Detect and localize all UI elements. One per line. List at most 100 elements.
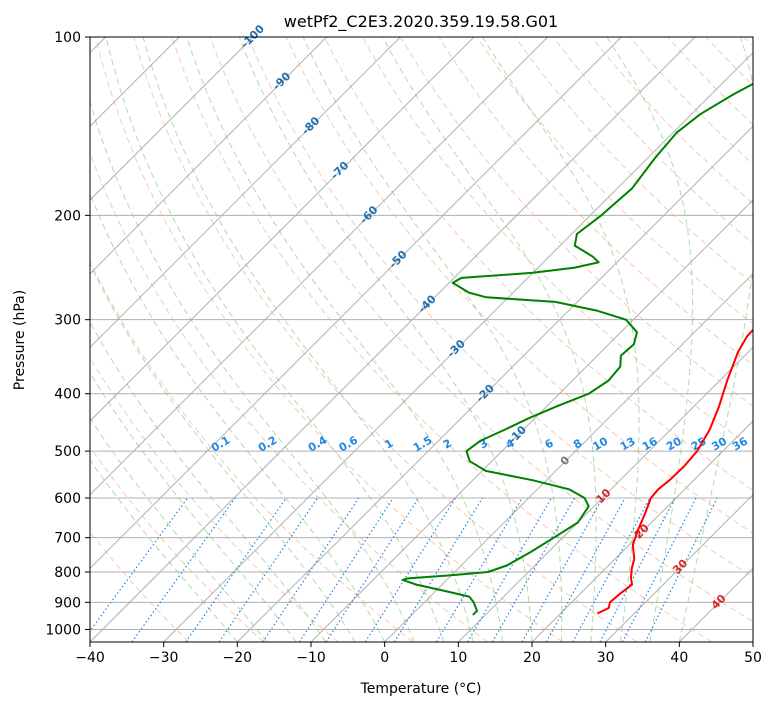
mixing-ratio-label: 6 bbox=[543, 436, 556, 451]
x-tick-label: 40 bbox=[670, 650, 688, 666]
isotherm-line bbox=[90, 37, 622, 570]
y-tick-label: 300 bbox=[54, 313, 81, 329]
moist-adiabat-line bbox=[90, 262, 356, 642]
mixing-ratio-line bbox=[572, 497, 651, 642]
isotherm-label: -20 bbox=[474, 381, 497, 404]
dry-adiabat-line bbox=[514, 37, 753, 285]
dry-adiabat-line bbox=[90, 260, 414, 642]
mixing-ratio-label: 2 bbox=[441, 437, 454, 452]
y-tick-label: 900 bbox=[54, 595, 81, 611]
y-tick-label: 1000 bbox=[45, 622, 81, 638]
isotherm-line bbox=[90, 37, 254, 201]
mixing-ratio-line bbox=[185, 497, 287, 642]
y-tick-label: 600 bbox=[54, 491, 81, 507]
line-labels: 0.1 0.2 0.4 0.6 1 1.5 2 3 4 6 8 10 13 16 20 25 30 36-100-… bbox=[209, 22, 750, 612]
moist-adiabat-line bbox=[90, 321, 327, 642]
moist-adiabat-line bbox=[90, 459, 238, 642]
x-tick-label: −10 bbox=[296, 650, 326, 666]
moist-adiabat-line bbox=[90, 192, 386, 642]
moist-adiabat-line bbox=[678, 37, 753, 642]
isotherm-line bbox=[90, 37, 328, 275]
x-tick-label: −20 bbox=[223, 650, 253, 666]
x-tick-label: −40 bbox=[75, 650, 105, 666]
dry-adiabat-line bbox=[133, 37, 638, 642]
moist-adiabat-line bbox=[382, 37, 597, 642]
dry-adiabat-line bbox=[476, 37, 753, 325]
moist-adiabat-line bbox=[105, 37, 445, 642]
mixing-ratio-line bbox=[131, 497, 236, 642]
x-tick-label: 50 bbox=[744, 650, 762, 666]
dry-adiabat-line bbox=[171, 37, 712, 642]
mixing-ratio-line bbox=[599, 497, 676, 642]
dry-adiabat-line bbox=[90, 151, 488, 642]
mixing-ratio-line bbox=[364, 497, 456, 642]
mixing-ratio-line bbox=[393, 497, 484, 642]
dry-adiabat-line bbox=[285, 37, 753, 535]
x-tick-label: 10 bbox=[449, 650, 467, 666]
dry-adiabat-line bbox=[90, 531, 190, 642]
mixing-ratio-line bbox=[325, 497, 420, 642]
moist-adiabat-line bbox=[481, 37, 640, 642]
mixing-ratio-line bbox=[466, 497, 552, 642]
moist-adiabat-line bbox=[90, 99, 415, 642]
isotherm-label: -60 bbox=[357, 203, 380, 226]
dry-adiabat-line bbox=[323, 37, 753, 491]
x-axis-label: Temperature (°C) bbox=[360, 681, 482, 697]
x-tick-label: −30 bbox=[149, 650, 179, 666]
isotherm-label: 40 bbox=[709, 592, 729, 612]
dry-adiabat-line bbox=[90, 356, 339, 642]
dewpoint-line bbox=[401, 82, 753, 616]
y-tick-label: 700 bbox=[54, 531, 81, 547]
y-tick-label: 800 bbox=[54, 565, 81, 581]
moist-adiabat-line bbox=[186, 37, 503, 642]
isotherm-line bbox=[163, 51, 753, 642]
dry-adiabat-line bbox=[247, 37, 753, 578]
isotherm-line bbox=[384, 272, 753, 642]
dry-adiabat-line bbox=[743, 37, 753, 47]
moist-adiabat-line bbox=[238, 37, 533, 642]
temperature-line bbox=[596, 328, 753, 615]
mixing-ratio-line bbox=[621, 497, 697, 642]
y-axis-label: Pressure (hPa) bbox=[12, 290, 28, 390]
mixing-ratio-line bbox=[644, 497, 718, 642]
dry-adiabat-line bbox=[438, 37, 753, 366]
moist-adiabat-line bbox=[302, 37, 563, 642]
x-tick-label: 30 bbox=[597, 650, 615, 666]
axis-ticks: −40 −30 −20 −10 0 10 20 30 40 50 100 200 300 400 500 60… bbox=[45, 30, 762, 666]
chart-title: wetPf2_C2E3.2020.359.19.58.G01 bbox=[284, 12, 558, 32]
isotherm-line bbox=[678, 567, 753, 642]
mixing-ratio-line bbox=[262, 497, 360, 642]
mixing-ratio-line bbox=[545, 497, 626, 642]
moist-adiabat-line bbox=[606, 37, 694, 642]
isotherm-line bbox=[90, 37, 549, 496]
isotherm-line bbox=[236, 125, 753, 642]
background-lines bbox=[90, 37, 753, 642]
dry-adiabat-line bbox=[90, 445, 264, 642]
sounding-series bbox=[401, 82, 753, 616]
mixing-ratio-line bbox=[218, 497, 318, 642]
isotherm-line bbox=[310, 199, 753, 642]
dry-adiabat-line bbox=[95, 37, 563, 642]
moist-adiabat-line bbox=[90, 371, 297, 642]
isotherm-line bbox=[531, 420, 753, 642]
x-tick-label: 0 bbox=[380, 650, 389, 666]
isotherm-line bbox=[90, 37, 401, 349]
mixing-ratio-line bbox=[90, 497, 189, 632]
plot-frame bbox=[89, 36, 754, 643]
isotherm-line bbox=[605, 493, 753, 642]
y-tick-label: 100 bbox=[54, 30, 81, 46]
mixing-ratio-line bbox=[298, 497, 394, 642]
isotherm-label: -50 bbox=[386, 248, 409, 271]
isotherm-line bbox=[752, 641, 753, 642]
dry-adiabat-line bbox=[705, 37, 753, 87]
y-tick-label: 200 bbox=[54, 208, 81, 224]
x-tick-label: 20 bbox=[523, 650, 541, 666]
y-tick-label: 500 bbox=[54, 444, 81, 460]
isotherm-line bbox=[90, 37, 696, 642]
isotherm-line bbox=[90, 37, 475, 422]
dry-adiabat-line bbox=[552, 37, 753, 245]
mixing-ratio-line bbox=[521, 497, 603, 642]
y-tick-label: 400 bbox=[54, 387, 81, 403]
isotherm-line bbox=[457, 346, 753, 642]
